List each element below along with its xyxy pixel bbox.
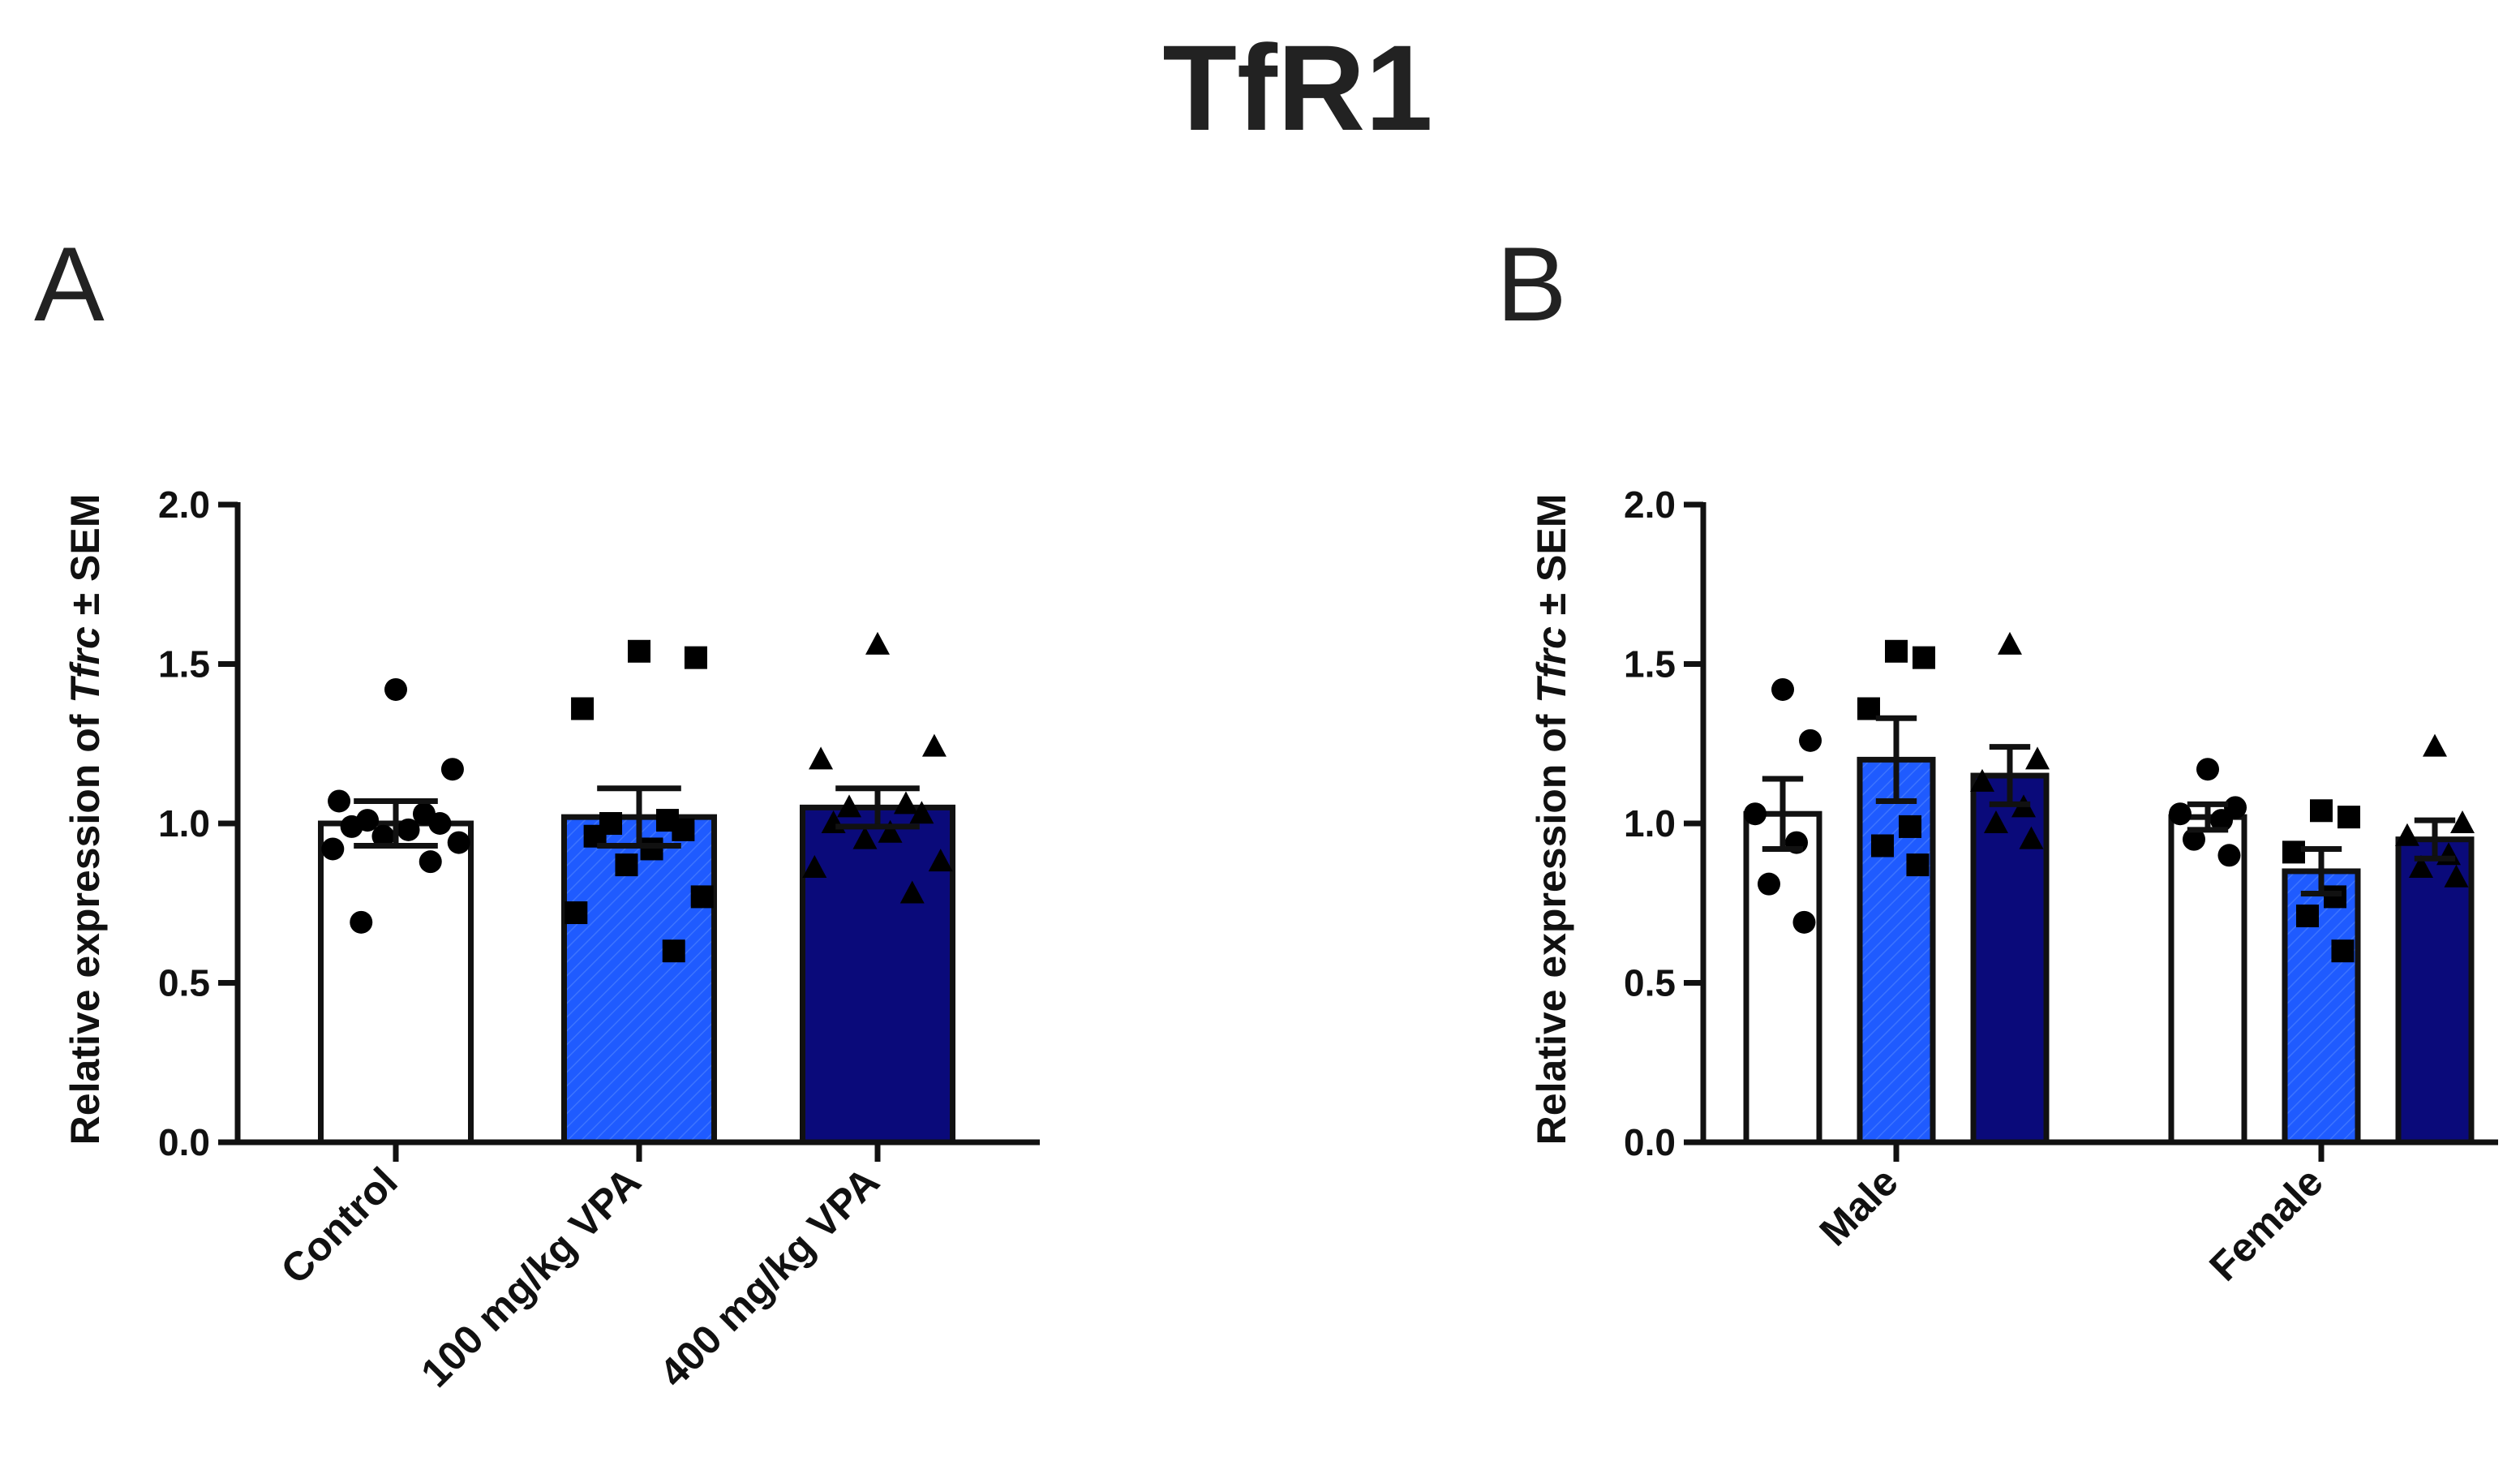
panel-a-point (384, 677, 407, 701)
panel-a-y-label: Relative expression of Tfrc ± SEM (62, 494, 108, 1146)
panel-a-point (371, 824, 395, 848)
panel-a-x-tick-label: 400 mg/kg VPA (650, 1158, 887, 1395)
panel-b-point (1906, 853, 1930, 877)
panel-a-point (672, 818, 695, 841)
panel-a-point (440, 758, 464, 781)
panel-b-y-tick-label: 1.5 (1624, 643, 1676, 686)
panel-a-bar (318, 820, 474, 1146)
panel-a-point (350, 910, 373, 934)
panel-b-point (1792, 910, 1816, 934)
panel-a-y-tick-label: 0.5 (158, 962, 210, 1004)
panel-b-bar (1970, 772, 2050, 1146)
panel-a-point (684, 646, 707, 669)
panel-a-point (428, 812, 452, 835)
panel-b-point (2182, 827, 2205, 851)
panel-a-point (571, 697, 595, 720)
panel-b-bar (1743, 810, 1822, 1146)
panel-a-bar (800, 804, 955, 1146)
panel-a-y-tick-label: 0.0 (158, 1121, 210, 1163)
panel-a-point (321, 837, 345, 861)
panel-b-plot: 0.0 0.5 1.0 1.5 2.0 Male Female (1624, 484, 2498, 1290)
panel-b-point (1799, 729, 1822, 752)
panel-b-point (1969, 768, 1994, 792)
panel-a-y-tick-label: 2.0 (158, 484, 210, 526)
panel-b-point (2423, 733, 2447, 757)
panel-b-point (2196, 758, 2219, 781)
panel-b-point (1870, 834, 1894, 858)
panel-a-point (865, 631, 890, 655)
panel-a-x-tick-label: Control (273, 1158, 406, 1292)
panel-b-point (2295, 904, 2319, 927)
panel-b-point (2168, 802, 2192, 826)
panel-a: A Relative expression of Tfrc ± SEM 0.00… (34, 225, 1040, 1396)
panel-a-point (899, 880, 925, 904)
panel-b-x-tick-label: Female (2200, 1158, 2331, 1289)
panel-a-point (419, 850, 442, 874)
panel-b-point (2394, 823, 2419, 846)
panel-b-point (2331, 939, 2355, 963)
panel-a-point (628, 639, 650, 663)
panel-a-point (328, 789, 351, 813)
panel-a-point (397, 818, 420, 841)
figure-title: TfR1 (1162, 19, 1432, 156)
panel-a-point (893, 791, 918, 815)
panel-a-point (615, 853, 638, 877)
panel-a-point (809, 746, 834, 770)
panel-a-point (802, 855, 827, 879)
panel-b-y-tick-label: 2.0 (1624, 484, 1676, 526)
panel-b-point (1885, 639, 1908, 663)
panel-a-point (690, 885, 714, 909)
panel-b-point (2310, 799, 2333, 823)
panel-a-bar (561, 814, 717, 1146)
panel-b-point (1998, 631, 2022, 655)
panel-a-point (662, 939, 685, 963)
panel-b-y-tick-label: 0.5 (1624, 962, 1676, 1004)
panel-b-bar (2282, 868, 2361, 1146)
panel-b-point (1757, 872, 1780, 896)
panel-b-point (2444, 864, 2469, 888)
panel-b-point (2217, 844, 2241, 867)
panel-a-point (852, 826, 878, 849)
panel-b-point (1771, 677, 1794, 701)
panel-b-point (2282, 840, 2305, 864)
panel-a-point (565, 901, 588, 925)
panel-b-point (2210, 809, 2234, 832)
panel-b-point (2025, 746, 2050, 770)
panel-a-point (340, 815, 363, 838)
panel-b-letter: B (1496, 225, 1567, 343)
panel-a-point (640, 837, 663, 861)
panel-a-point (909, 801, 934, 824)
panel-a-point (837, 794, 862, 818)
panel-b-point (1743, 802, 1767, 826)
panel-b-point (2408, 855, 2433, 879)
panel-b-bar (2168, 814, 2247, 1146)
panel-b-y-label: Relative expression of Tfrc ± SEM (1529, 494, 1574, 1146)
panel-b: B Relative expression of Tfrc ± SEM 0.00… (1496, 225, 2498, 1290)
panel-b-point (2450, 810, 2475, 833)
panel-a-point (921, 733, 947, 757)
panel-a-y-tick-label: 1.0 (158, 802, 210, 845)
panel-b-point (1983, 810, 2008, 833)
panel-a-x-tick-label: 100 mg/kg VPA (412, 1158, 649, 1395)
panel-a-point (878, 819, 903, 843)
panel-b-y-tick-label: 1.0 (1624, 802, 1676, 845)
panel-b-point (1913, 646, 1936, 669)
panel-b-point (1899, 815, 1922, 838)
panel-a-plot: 0.0 0.5 1.0 1.5 2.0 Control 100 mg/kg VPA 400 m… (158, 484, 1040, 1396)
panel-a-letter: A (34, 225, 105, 343)
panel-a-point (447, 831, 470, 854)
panel-b-x-tick-label: Male (1811, 1158, 1907, 1254)
panel-b-point (2324, 885, 2347, 909)
panel-b-point (2338, 806, 2361, 829)
panel-a-y-tick-label: 1.5 (158, 643, 210, 686)
panel-b-bar (1857, 756, 1936, 1146)
panel-b-y-tick-label: 0.0 (1624, 1121, 1676, 1163)
panel-a-point (928, 849, 953, 872)
panel-b-point (2019, 826, 2044, 849)
